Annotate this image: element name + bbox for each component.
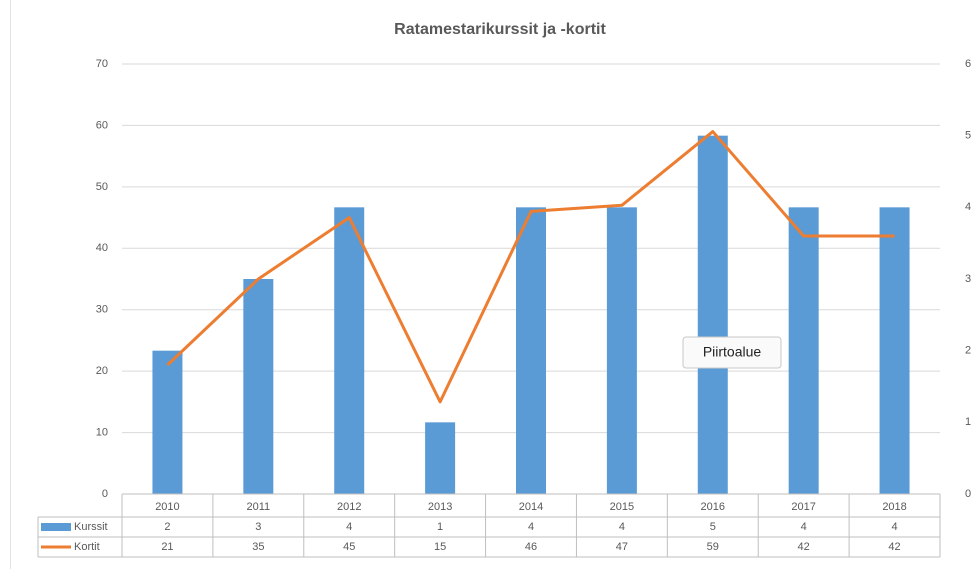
y-tick-label: 40 bbox=[96, 242, 108, 254]
y-tick-label: 20 bbox=[96, 365, 108, 377]
y-tick-label: 50 bbox=[96, 181, 108, 193]
line bbox=[166, 130, 895, 404]
tooltip-text: Piirtoalue bbox=[703, 344, 762, 360]
table-value: 4 bbox=[528, 521, 534, 533]
x-tick-label: 2017 bbox=[791, 501, 815, 513]
table-value: 42 bbox=[798, 541, 810, 553]
legend-label: Kurssit bbox=[74, 521, 108, 533]
bar bbox=[243, 279, 274, 494]
table-value: 59 bbox=[707, 541, 719, 553]
table-value: 35 bbox=[252, 541, 264, 553]
table-value: 4 bbox=[891, 521, 897, 533]
legend-swatch bbox=[41, 523, 71, 531]
y2-tick-label: 3 bbox=[965, 273, 971, 285]
x-tick-label: 2012 bbox=[337, 501, 361, 513]
legend-label: Kortit bbox=[74, 541, 100, 553]
y2-tick-label: 0 bbox=[965, 488, 971, 500]
tooltip-box bbox=[682, 336, 782, 369]
bar bbox=[516, 207, 546, 495]
bar bbox=[788, 207, 819, 495]
x-tick-label: 2010 bbox=[155, 501, 179, 513]
y2-tick-label: 5 bbox=[965, 130, 971, 142]
table-value: 1 bbox=[437, 521, 443, 533]
bar bbox=[425, 422, 456, 494]
y2-tick-label: 1 bbox=[965, 416, 971, 428]
table-value: 5 bbox=[710, 521, 716, 533]
x-tick-label: 2015 bbox=[610, 501, 634, 513]
table-value: 4 bbox=[801, 521, 807, 533]
y-tick-label: 0 bbox=[102, 488, 108, 500]
y2-tick-label: 2 bbox=[965, 345, 971, 357]
table-value: 21 bbox=[161, 541, 173, 553]
x-tick-label: 2016 bbox=[701, 501, 725, 513]
x-tick-label: 2013 bbox=[428, 501, 452, 513]
y-tick-label: 30 bbox=[96, 304, 108, 316]
y-tick-label: 70 bbox=[96, 58, 108, 70]
table-value: 46 bbox=[525, 541, 537, 553]
y2-tick-label: 4 bbox=[965, 201, 971, 213]
table-value: 45 bbox=[343, 541, 355, 553]
x-tick-label: 2018 bbox=[882, 501, 906, 513]
y-tick-label: 60 bbox=[96, 119, 108, 131]
table-value: 47 bbox=[616, 541, 628, 553]
bar bbox=[334, 207, 365, 495]
bar bbox=[152, 350, 183, 494]
bar bbox=[697, 135, 728, 494]
table-value: 42 bbox=[888, 541, 900, 553]
y-tick-label: 10 bbox=[96, 426, 108, 438]
table-value: 4 bbox=[619, 521, 625, 533]
x-tick-label: 2014 bbox=[519, 501, 543, 513]
x-tick-label: 2011 bbox=[247, 501, 271, 513]
bar bbox=[606, 207, 637, 495]
bar bbox=[879, 207, 910, 495]
table-value: 2 bbox=[164, 521, 170, 533]
table-value: 15 bbox=[434, 541, 446, 553]
table-value: 3 bbox=[255, 521, 261, 533]
table-value: 4 bbox=[346, 521, 352, 533]
chart-title: Ratamestarikurssit ja -kortit bbox=[394, 21, 606, 38]
y2-tick-label: 6 bbox=[965, 58, 971, 70]
